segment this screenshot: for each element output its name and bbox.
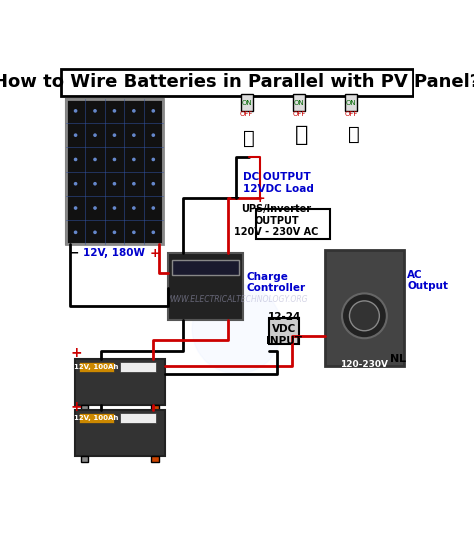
Bar bbox=[346, 94, 357, 111]
Circle shape bbox=[94, 110, 96, 112]
Text: 💡: 💡 bbox=[348, 125, 359, 144]
Circle shape bbox=[113, 110, 116, 112]
Text: L: L bbox=[399, 354, 406, 364]
Circle shape bbox=[152, 207, 155, 209]
Bar bbox=[119, 362, 155, 372]
Circle shape bbox=[133, 110, 135, 112]
Circle shape bbox=[342, 293, 387, 338]
Circle shape bbox=[74, 231, 77, 233]
Bar bbox=[269, 318, 299, 344]
Text: +: + bbox=[255, 192, 265, 205]
Circle shape bbox=[133, 231, 135, 233]
Circle shape bbox=[94, 183, 96, 185]
Circle shape bbox=[74, 158, 77, 160]
Circle shape bbox=[94, 231, 96, 233]
Text: ON: ON bbox=[241, 100, 252, 106]
Circle shape bbox=[113, 231, 116, 233]
Bar bbox=[66, 99, 163, 245]
Circle shape bbox=[113, 158, 116, 160]
Circle shape bbox=[152, 158, 155, 160]
Circle shape bbox=[113, 183, 116, 185]
Text: ON: ON bbox=[294, 100, 304, 106]
Bar bbox=[81, 456, 88, 462]
Text: +: + bbox=[149, 247, 160, 260]
Bar bbox=[79, 413, 114, 423]
Text: +: + bbox=[71, 400, 82, 414]
Bar bbox=[172, 260, 239, 275]
Bar bbox=[151, 456, 158, 462]
Text: 12V, 100Ah: 12V, 100Ah bbox=[74, 364, 118, 370]
Circle shape bbox=[133, 207, 135, 209]
Text: 12V, 100Ah: 12V, 100Ah bbox=[74, 415, 118, 421]
Circle shape bbox=[152, 110, 155, 112]
Circle shape bbox=[152, 183, 155, 185]
Text: 🌀: 🌀 bbox=[294, 125, 308, 144]
Bar bbox=[241, 94, 253, 111]
Bar bbox=[75, 359, 164, 405]
Circle shape bbox=[74, 183, 77, 185]
Text: 12V, 180W: 12V, 180W bbox=[83, 248, 146, 259]
Text: Charge
Controller: Charge Controller bbox=[246, 272, 306, 293]
Circle shape bbox=[74, 207, 77, 209]
Bar bbox=[293, 94, 305, 111]
Text: 120-230V
DC to AC
Inverter: 120-230V DC to AC Inverter bbox=[340, 360, 388, 390]
Text: N: N bbox=[390, 354, 399, 364]
Text: 12-24
VDC
INPUT: 12-24 VDC INPUT bbox=[266, 312, 302, 345]
Text: OFF: OFF bbox=[240, 111, 254, 117]
Circle shape bbox=[74, 134, 77, 136]
Circle shape bbox=[133, 158, 135, 160]
Circle shape bbox=[133, 183, 135, 185]
Circle shape bbox=[94, 134, 96, 136]
Bar bbox=[81, 405, 88, 411]
Circle shape bbox=[152, 134, 155, 136]
Bar bbox=[168, 253, 243, 320]
Text: +: + bbox=[71, 346, 82, 360]
Bar bbox=[151, 405, 158, 411]
Circle shape bbox=[94, 158, 96, 160]
FancyBboxPatch shape bbox=[61, 69, 413, 96]
Bar bbox=[325, 251, 404, 366]
Bar bbox=[255, 209, 330, 239]
Circle shape bbox=[192, 284, 282, 374]
Bar bbox=[66, 99, 163, 245]
Circle shape bbox=[152, 231, 155, 233]
Text: How to Wire Batteries in Parallel with PV Panel?: How to Wire Batteries in Parallel with P… bbox=[0, 72, 474, 91]
Circle shape bbox=[133, 134, 135, 136]
Bar bbox=[79, 362, 114, 372]
Text: 💡: 💡 bbox=[243, 129, 255, 148]
Text: OFF: OFF bbox=[345, 111, 358, 117]
Text: UPS/Inverter
OUTPUT
120V - 230V AC: UPS/Inverter OUTPUT 120V - 230V AC bbox=[235, 204, 319, 237]
Text: −: − bbox=[229, 192, 240, 205]
Circle shape bbox=[349, 301, 379, 331]
Circle shape bbox=[113, 207, 116, 209]
Circle shape bbox=[113, 134, 116, 136]
Bar bbox=[75, 409, 164, 456]
Circle shape bbox=[74, 110, 77, 112]
Text: WWW.ELECTRICALTECHNOLOGY.ORG: WWW.ELECTRICALTECHNOLOGY.ORG bbox=[166, 295, 308, 303]
Text: ON: ON bbox=[346, 100, 356, 106]
Bar bbox=[119, 413, 155, 423]
Text: OFF: OFF bbox=[292, 111, 306, 117]
Text: DC OUTPUT
12VDC Load: DC OUTPUT 12VDC Load bbox=[243, 172, 314, 194]
Text: −: − bbox=[69, 247, 79, 260]
Text: AC
Output: AC Output bbox=[407, 270, 448, 291]
Circle shape bbox=[94, 207, 96, 209]
